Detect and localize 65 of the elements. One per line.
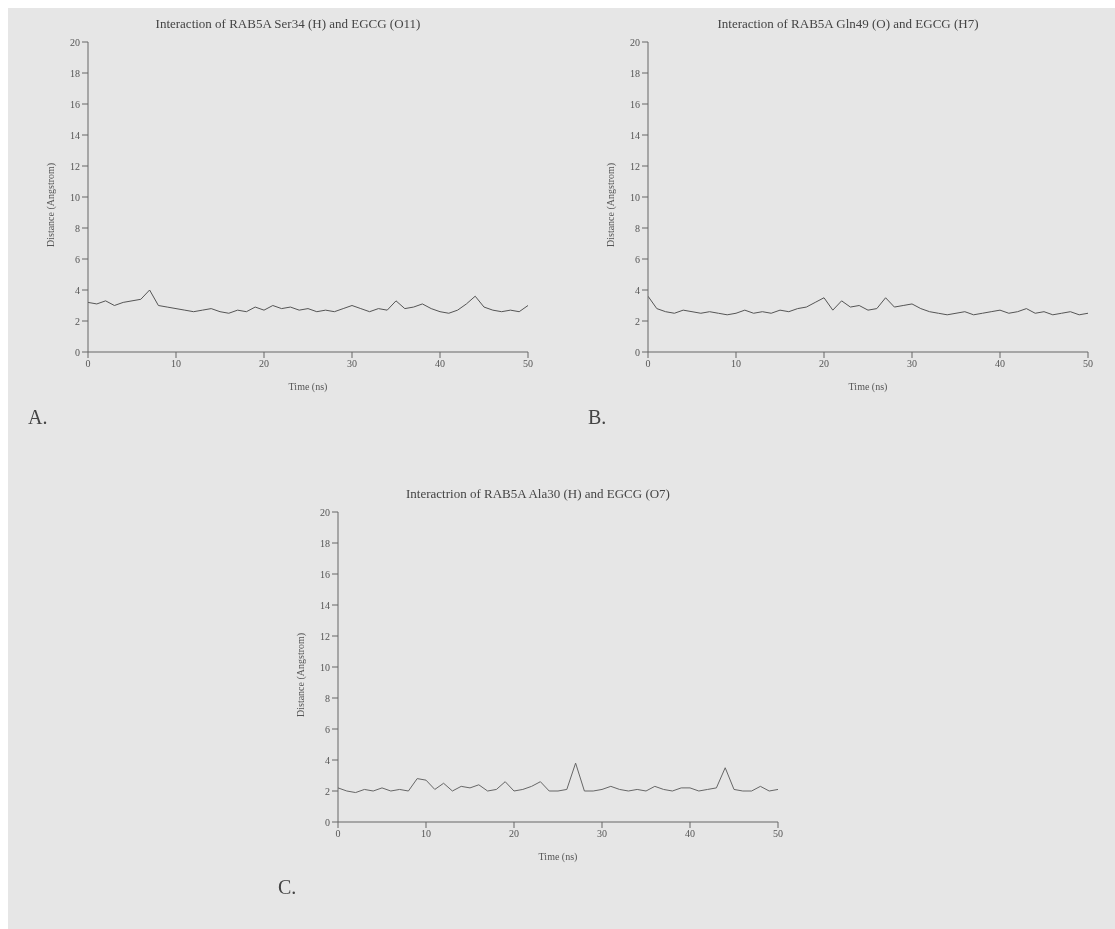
x-tick-label: 0: [335, 828, 341, 840]
y-axis-title: Distance (Angstrom): [604, 162, 617, 247]
x-tick-label: 20: [509, 828, 519, 840]
y-tick-label: 14: [630, 129, 640, 141]
chart-title: Interactrion of RAB5A Ala30 (H) and EGCG (O7): [405, 486, 671, 502]
text: C.: [278, 876, 298, 899]
y-tick-label: 2: [635, 315, 640, 327]
x-tick-label: 10: [171, 358, 181, 370]
y-axis-title: Distance (Angstrom): [44, 162, 57, 247]
y-tick-label: 4: [635, 284, 640, 296]
x-axis-title: Time (ns): [538, 851, 578, 863]
x-tick-label: 40: [435, 358, 445, 370]
x-tick-label: 30: [347, 358, 357, 370]
y-tick-label: 2: [325, 785, 330, 797]
y-tick-label: 14: [320, 599, 330, 611]
y-tick-label: 18: [320, 537, 330, 549]
y-tick-label: 18: [70, 67, 80, 79]
x-tick-label: 0: [645, 358, 651, 370]
x-tick-label: 40: [995, 358, 1005, 370]
x-tick-label: 50: [523, 358, 533, 370]
y-tick-label: 4: [325, 754, 330, 766]
y-tick-label: 8: [75, 222, 80, 234]
x-tick-label: 20: [819, 358, 829, 370]
y-tick-label: 6: [75, 253, 80, 265]
y-tick-label: 16: [320, 568, 330, 580]
y-tick-label: 12: [320, 630, 330, 642]
y-tick-label: 18: [630, 67, 640, 79]
chart-title: Interaction of RAB5A Gln49 (O) and EGCG (H7): [716, 16, 980, 32]
line-series: [648, 295, 1088, 316]
y-tick-label: 4: [75, 284, 80, 296]
y-tick-label: 6: [325, 723, 330, 735]
y-tick-label: 10: [70, 191, 80, 203]
text: A.: [28, 406, 49, 429]
line-series: [88, 289, 528, 314]
y-tick-label: 20: [630, 36, 640, 48]
y-tick-label: 0: [75, 346, 80, 358]
x-tick-label: 10: [731, 358, 741, 370]
y-tick-label: 12: [630, 160, 640, 172]
y-axis-title: Distance (Angstrom): [294, 632, 307, 717]
y-tick-label: 10: [320, 661, 330, 673]
y-tick-label: 10: [630, 191, 640, 203]
text: B.: [588, 406, 608, 429]
y-tick-label: 2: [75, 315, 80, 327]
y-tick-label: 20: [70, 36, 80, 48]
x-tick-label: 50: [773, 828, 783, 840]
x-axis-title: Time (ns): [848, 381, 888, 393]
y-tick-label: 16: [70, 98, 80, 110]
x-axis-title: Time (ns): [288, 381, 328, 393]
y-tick-label: 20: [320, 506, 330, 518]
x-tick-label: 30: [907, 358, 917, 370]
x-tick-label: 0: [85, 358, 91, 370]
x-tick-label: 10: [421, 828, 431, 840]
chart-title: Interaction of RAB5A Ser34 (H) and EGCG (O11): [154, 16, 422, 32]
y-tick-label: 16: [630, 98, 640, 110]
y-tick-label: 0: [635, 346, 640, 358]
y-tick-label: 6: [635, 253, 640, 265]
y-tick-label: 12: [70, 160, 80, 172]
y-tick-label: 14: [70, 129, 80, 141]
y-tick-label: 0: [325, 816, 330, 828]
y-tick-label: 8: [325, 692, 330, 704]
x-tick-label: 20: [259, 358, 269, 370]
x-tick-label: 40: [685, 828, 695, 840]
x-tick-label: 30: [597, 828, 607, 840]
x-tick-label: 50: [1083, 358, 1093, 370]
y-tick-label: 8: [635, 222, 640, 234]
